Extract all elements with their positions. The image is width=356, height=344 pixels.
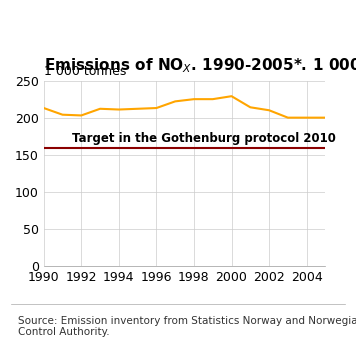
Text: 1 000 tonnes: 1 000 tonnes xyxy=(44,65,126,78)
Text: Emissions of NO$_X$. 1990-2005*. 1 000 tonnes: Emissions of NO$_X$. 1990-2005*. 1 000 t… xyxy=(44,56,356,75)
Text: Source: Emission inventory from Statistics Norway and Norwegian Pollution
Contro: Source: Emission inventory from Statisti… xyxy=(18,315,356,337)
Text: Target in the Gothenburg protocol 2010: Target in the Gothenburg protocol 2010 xyxy=(72,132,336,145)
